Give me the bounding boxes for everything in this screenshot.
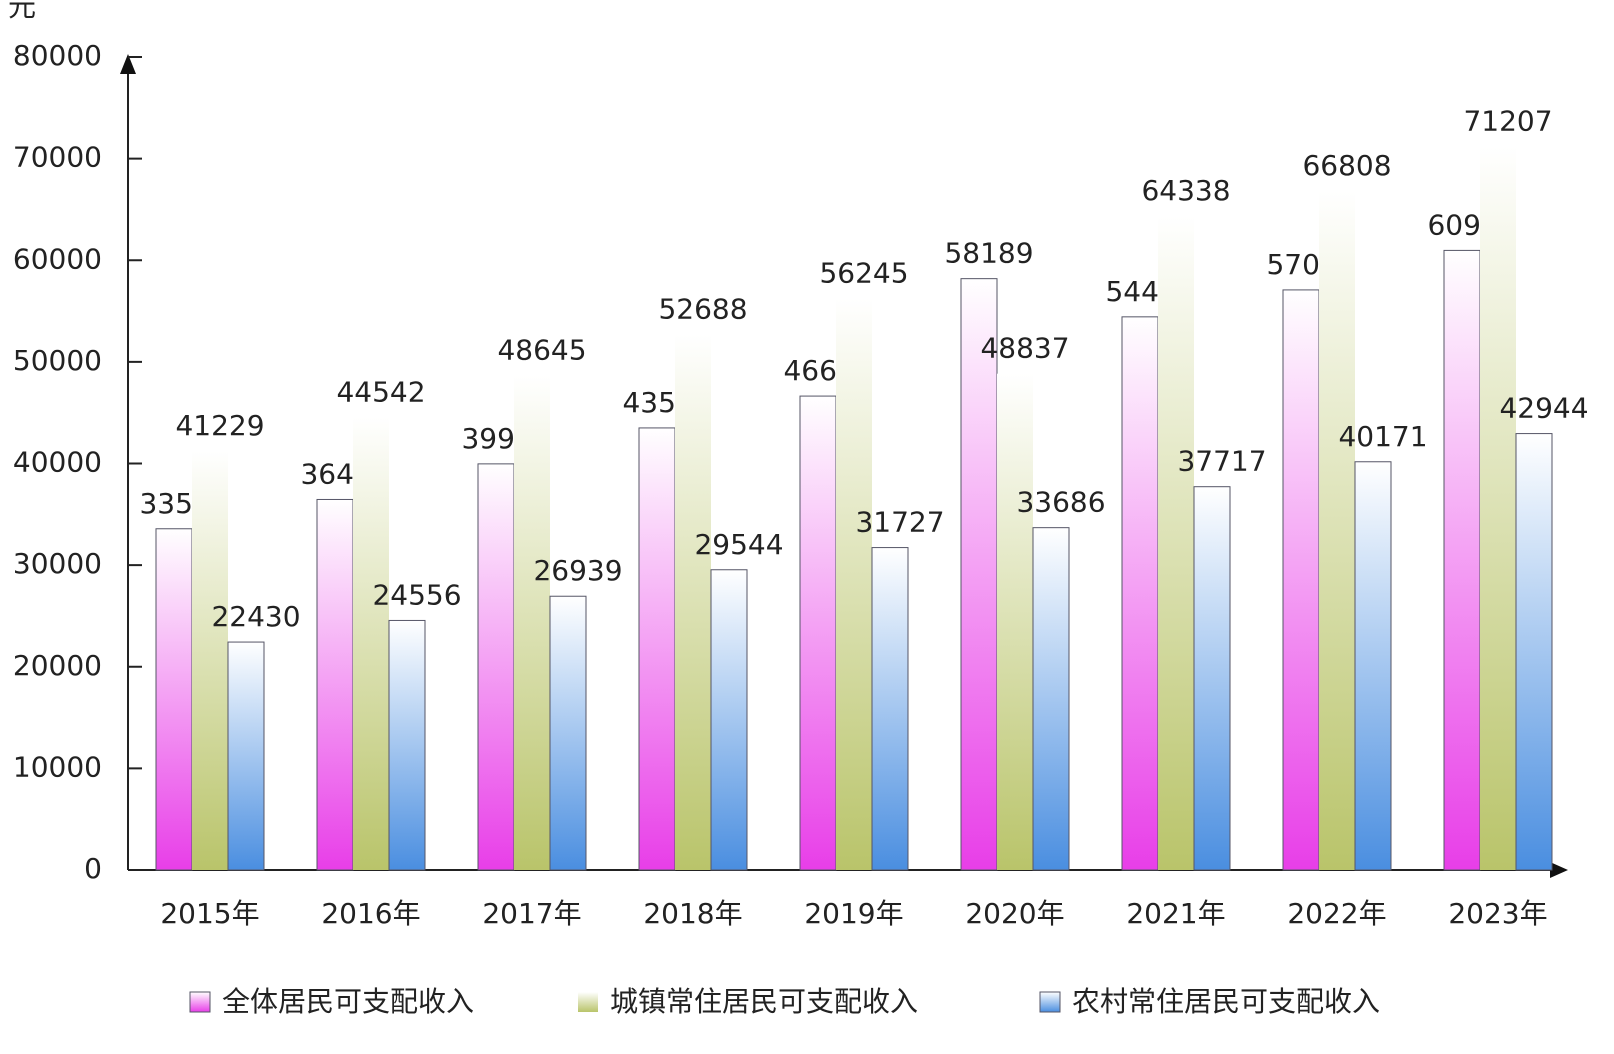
bar xyxy=(1354,461,1392,871)
bar xyxy=(549,595,587,871)
data-label: 26939 xyxy=(533,554,622,587)
data-label: 58189 xyxy=(944,237,1033,270)
bar xyxy=(836,298,872,871)
bar xyxy=(1480,146,1516,870)
bar xyxy=(1282,289,1320,871)
x-tick-label: 2018年 xyxy=(643,897,742,930)
y-tick-label: 30000 xyxy=(13,547,102,580)
x-tick-label: 2015年 xyxy=(160,897,259,930)
bar xyxy=(960,278,998,871)
bar xyxy=(316,498,354,871)
bar xyxy=(1121,316,1159,871)
bar xyxy=(710,569,748,871)
x-tick-label: 2020年 xyxy=(965,897,1064,930)
bar xyxy=(1193,486,1231,871)
legend-label: 城镇常住居民可支配收入 xyxy=(610,985,918,1018)
bar xyxy=(155,528,193,871)
bar xyxy=(675,334,711,870)
bar xyxy=(997,373,1033,870)
y-tick-label: 50000 xyxy=(13,344,102,377)
data-label: 29544 xyxy=(694,528,783,561)
bar xyxy=(227,641,265,871)
bar xyxy=(1319,191,1355,870)
y-tick-label: 70000 xyxy=(13,141,102,174)
x-tick-label: 2022年 xyxy=(1287,897,1386,930)
data-label: 48645 xyxy=(497,334,586,367)
data-label: 31727 xyxy=(855,506,944,539)
x-tick-label: 2021年 xyxy=(1126,897,1225,930)
data-label: 42944 xyxy=(1499,392,1588,425)
x-tick-label: 2023年 xyxy=(1448,897,1547,930)
x-axis-arrow xyxy=(1550,862,1568,878)
bar xyxy=(1158,216,1194,871)
data-label: 40171 xyxy=(1338,420,1427,453)
legend-label: 农村常住居民可支配收入 xyxy=(1072,985,1380,1018)
legend-label: 全体居民可支配收入 xyxy=(222,985,474,1018)
bar xyxy=(638,427,676,871)
data-label: 48837 xyxy=(980,332,1069,365)
bar xyxy=(514,375,550,870)
data-label: 33686 xyxy=(1016,486,1105,519)
data-label: 44542 xyxy=(336,375,425,408)
data-label: 71207 xyxy=(1463,104,1552,137)
bar xyxy=(1515,433,1553,871)
y-tick-label: 20000 xyxy=(13,649,102,682)
x-tick-label: 2016年 xyxy=(321,897,420,930)
data-label: 37717 xyxy=(1177,445,1266,478)
data-label: 41229 xyxy=(175,409,264,442)
bar xyxy=(1443,249,1481,871)
data-label: 22430 xyxy=(211,600,300,633)
y-tick-label: 0 xyxy=(84,852,102,885)
bar xyxy=(871,547,909,871)
y-tick-label: 40000 xyxy=(13,446,102,479)
data-label: 66808 xyxy=(1302,149,1391,182)
data-label: 52688 xyxy=(658,293,747,326)
y-axis-label: 元 xyxy=(8,0,36,23)
data-label: 24556 xyxy=(372,578,461,611)
y-tick-label: 10000 xyxy=(13,750,102,783)
bar xyxy=(192,451,228,870)
x-tick-label: 2019年 xyxy=(804,897,903,930)
y-axis-arrow xyxy=(120,54,136,74)
legend-swatch xyxy=(578,992,598,1012)
data-label: 56245 xyxy=(819,256,908,289)
bar xyxy=(1032,527,1070,871)
legend-swatch xyxy=(189,991,211,1013)
legend-swatch xyxy=(1039,991,1061,1013)
y-tick-label: 80000 xyxy=(13,39,102,72)
bar xyxy=(353,417,389,870)
y-tick-label: 60000 xyxy=(13,242,102,275)
bar xyxy=(477,463,515,871)
bar xyxy=(388,619,426,871)
x-tick-label: 2017年 xyxy=(482,897,581,930)
bar xyxy=(799,395,837,871)
data-label: 64338 xyxy=(1141,174,1230,207)
